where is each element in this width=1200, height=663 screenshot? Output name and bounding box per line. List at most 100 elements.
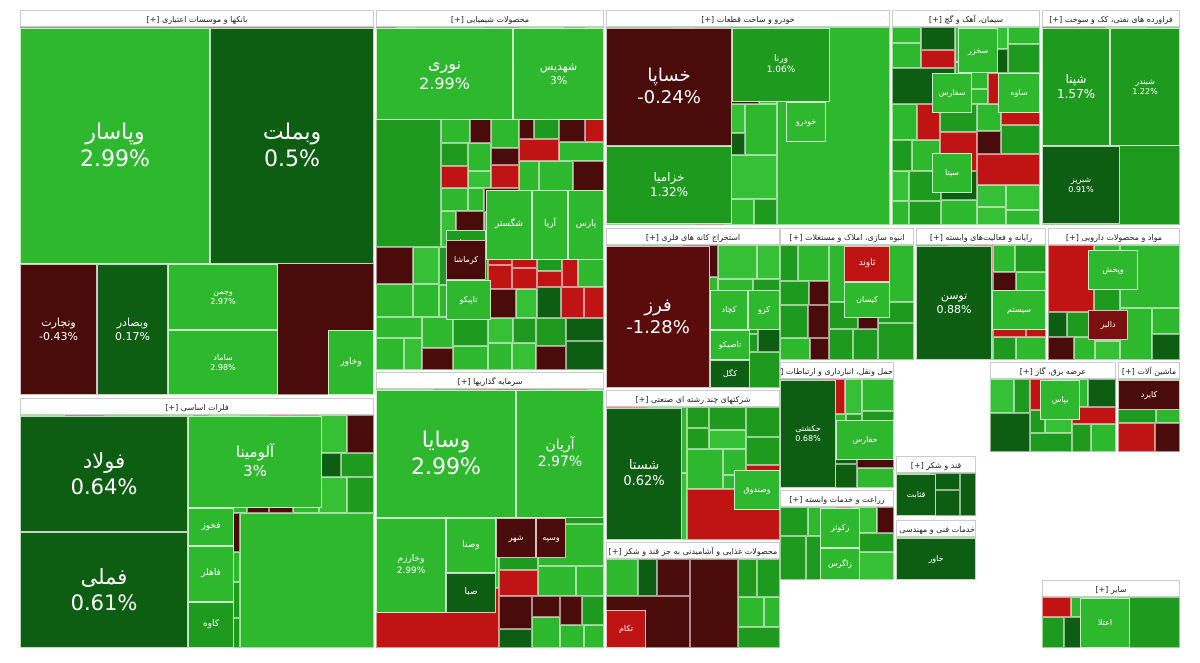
stock-tile: حکشتی 0.68% bbox=[780, 380, 836, 488]
stock-change: 1.22% bbox=[1132, 87, 1158, 96]
stock-tile bbox=[582, 596, 604, 625]
stock-tile bbox=[532, 596, 560, 617]
stock-tile: فرز -1.28% bbox=[606, 246, 710, 388]
stock-tile bbox=[606, 559, 638, 596]
sector: قند و شکر [+] قثابت bbox=[896, 456, 976, 516]
stock-name: خودرو bbox=[795, 117, 817, 126]
stock-tile bbox=[892, 27, 921, 43]
sector: سرمایه گذاریها [+] وسایا 2.99% آریان 2.97% وخ… bbox=[376, 372, 604, 648]
stock-tile bbox=[491, 165, 519, 188]
stock-tile bbox=[1014, 379, 1030, 413]
stock-name: وسپه bbox=[542, 533, 560, 542]
stock-tile bbox=[1042, 617, 1064, 648]
stock-name: شبندر bbox=[1135, 77, 1155, 86]
stock-change: 1.32% bbox=[649, 185, 689, 199]
sector: سیمان، آهک و گچ [+] سخزر ساوه سفارس سیتا bbox=[892, 10, 1040, 225]
sector-title-text: شرکتهای چند رشته ای صنعتی [+] bbox=[635, 395, 751, 404]
stock-tile: وبملت 0.5% bbox=[210, 28, 374, 264]
stock-tile bbox=[1006, 210, 1040, 225]
stock-name: دالبر bbox=[1100, 320, 1116, 329]
sector-title-text: سیمان، آهک و گچ [+] bbox=[928, 15, 1004, 24]
stock-tile bbox=[780, 536, 806, 580]
stock-name: آریا bbox=[543, 219, 557, 230]
sector: بانکها و موسسات اعتباری [+] وپاسار 2.99% وب… bbox=[20, 10, 374, 395]
stock-tile bbox=[780, 281, 809, 305]
stock-name: وبملت bbox=[262, 119, 322, 145]
stock-tile bbox=[404, 338, 422, 370]
stock-tile: حفارس bbox=[836, 420, 894, 460]
stock-tile bbox=[413, 284, 439, 317]
stock-tile bbox=[491, 148, 519, 165]
stock-tile: وسپه bbox=[536, 518, 566, 558]
stock-change: 2.99% bbox=[411, 455, 481, 480]
stock-tile bbox=[560, 596, 582, 625]
stock-tile bbox=[862, 379, 894, 411]
stock-tile: سخزر bbox=[958, 28, 998, 73]
sector-title-text: مواد و محصولات دارویی [+] bbox=[1065, 233, 1163, 242]
stock-name: سیستم bbox=[1007, 305, 1031, 314]
stock-name: زاگرس bbox=[827, 559, 853, 568]
stock-tile bbox=[892, 201, 909, 225]
stock-tile bbox=[1042, 597, 1071, 617]
stock-tile bbox=[519, 139, 559, 161]
stock-tile: وصنا bbox=[446, 518, 496, 573]
sector-title: فلزات اساسی [+] bbox=[20, 398, 374, 415]
sector-title-text: سرمایه گذاریها [+] bbox=[457, 377, 523, 386]
stock-tile bbox=[746, 407, 780, 437]
stock-tile bbox=[798, 245, 829, 281]
stock-name: وپاسار bbox=[85, 119, 145, 145]
stock-tile bbox=[754, 199, 777, 225]
stock-name: سفارس bbox=[938, 88, 966, 97]
stock-tile: وبصادر 0.17% bbox=[97, 264, 168, 395]
stock-tile: خاور bbox=[896, 538, 976, 580]
stock-name: شپنا bbox=[1065, 72, 1087, 86]
stock-tile bbox=[576, 566, 604, 596]
stock-tile bbox=[468, 188, 484, 211]
stock-tile bbox=[376, 317, 422, 338]
stock-tile bbox=[1152, 334, 1180, 360]
stock-tile bbox=[441, 143, 468, 166]
sector: محصولات شیمیایی [+]نوری2.99%شهدیس3%شیراز… bbox=[376, 10, 604, 370]
stock-tile bbox=[516, 289, 537, 318]
sector-title: سرمایه گذاریها [+] bbox=[376, 372, 604, 389]
stock-change: 3% bbox=[243, 462, 267, 480]
stock-tile bbox=[376, 284, 413, 317]
stock-tile: نوری 2.99% bbox=[376, 28, 513, 120]
stock-tile: کرو bbox=[748, 290, 780, 330]
stock-tile bbox=[709, 407, 746, 430]
stock-tile: فولاد 0.64% bbox=[20, 416, 188, 532]
sector-title-text: ماشین آلات [+] bbox=[1121, 367, 1177, 376]
stock-name: کیسان bbox=[856, 295, 878, 304]
stock-tile bbox=[453, 346, 488, 370]
stock-tile: کیسان bbox=[844, 282, 890, 318]
stock-name: کرماشا bbox=[453, 255, 479, 264]
stock-tile: اعتلا bbox=[1080, 598, 1130, 648]
stock-tile: وجمن 2.97% bbox=[168, 264, 278, 330]
stock-tile bbox=[724, 155, 777, 199]
stock-name: حکشتی bbox=[795, 424, 821, 433]
stock-tile bbox=[993, 337, 1016, 360]
stock-name: فرز bbox=[644, 294, 672, 316]
stock-tile bbox=[1048, 337, 1074, 360]
stock-tile bbox=[536, 346, 566, 370]
stock-name: کگل bbox=[722, 369, 738, 378]
stock-tile bbox=[687, 428, 709, 449]
stock-tile: ساماد 2.98% bbox=[168, 330, 278, 395]
sector: انبوه سازی، املاک و مستغلات [+] ثاوند کیسا… bbox=[780, 228, 914, 360]
stock-tile: زاگرس bbox=[820, 548, 860, 580]
stock-name: شهدیس bbox=[539, 60, 578, 74]
stock-tile bbox=[499, 629, 532, 648]
sector-title-text: حمل ونقل، انبارداری و ارتباطات [+] bbox=[780, 367, 893, 376]
stock-tile bbox=[532, 617, 560, 648]
stock-tile bbox=[780, 245, 798, 281]
sector: ماشین آلات [+] کایرد bbox=[1118, 362, 1180, 452]
stock-tile bbox=[877, 507, 894, 533]
stock-tile bbox=[990, 413, 1030, 452]
sector: عرضه برق، گاز [+] بپاس bbox=[990, 362, 1116, 452]
stock-tile bbox=[745, 104, 777, 155]
stock-change: -0.43% bbox=[39, 329, 78, 343]
stock-change: 0.17% bbox=[115, 329, 150, 343]
sector-title: محصولات غذایی و آشامیدنی به جز قند و شکر… bbox=[606, 542, 780, 559]
stock-name: فاهلر bbox=[201, 568, 221, 579]
